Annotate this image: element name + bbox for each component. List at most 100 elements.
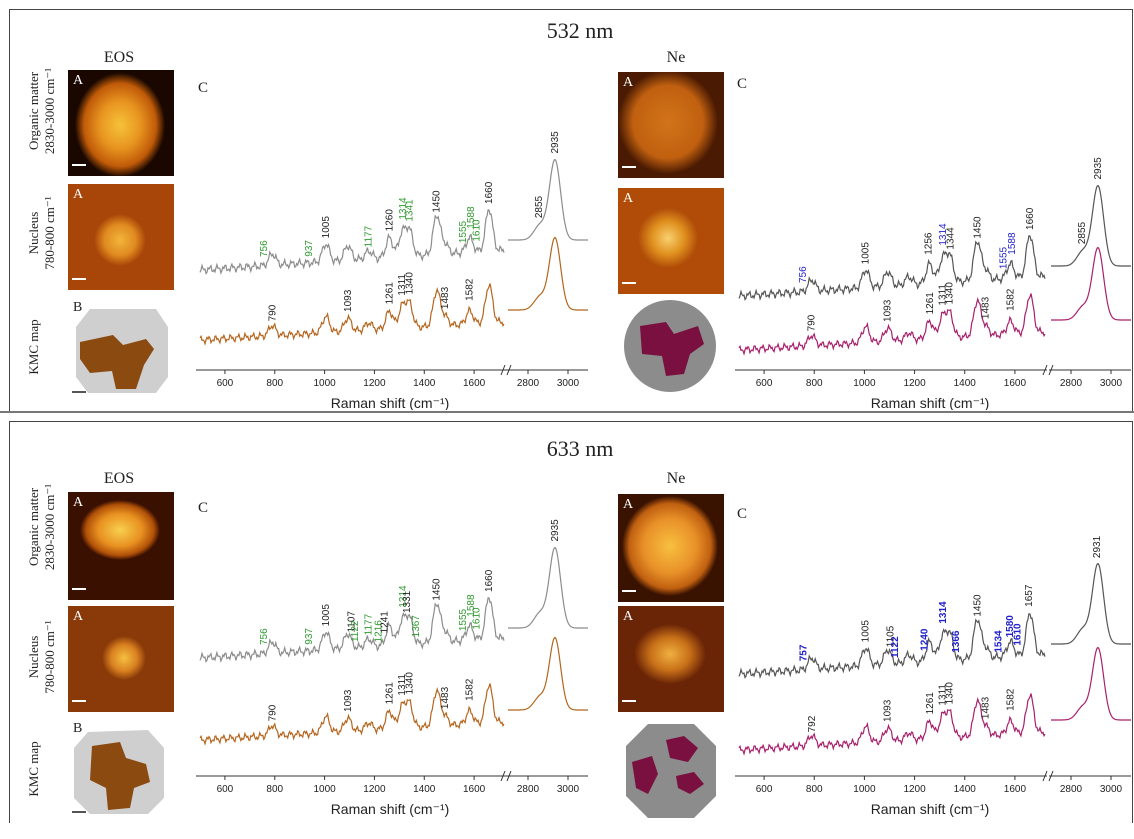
x-tick: 800 — [266, 370, 284, 389]
top-trace-right — [508, 547, 588, 629]
x-tick: 1000 — [313, 370, 336, 389]
peak-label: 1450 — [972, 594, 983, 617]
tick-label: 3000 — [1100, 784, 1123, 795]
peak-label: 1660 — [484, 569, 495, 592]
eos-title: EOS — [103, 49, 135, 66]
peak-label: 1340 — [945, 682, 956, 705]
peak-label: 1261 — [385, 682, 396, 705]
bottom-trace-left — [199, 683, 505, 746]
x-axis-label: Raman shift (cm⁻¹) — [871, 801, 990, 817]
peak-label: 1340 — [404, 672, 415, 695]
kmc-shape — [624, 300, 716, 392]
bottom-trace-right — [1051, 647, 1131, 721]
x-axis-label: Raman shift (cm⁻¹) — [871, 395, 990, 410]
x-tick: 1400 — [954, 776, 977, 795]
panel-title: 633 nm — [546, 436, 614, 461]
eos-title: EOS — [103, 470, 135, 487]
tick-label: 800 — [266, 378, 283, 389]
peak-label: 1483 — [981, 696, 992, 719]
eos-spectra-label: C — [198, 500, 209, 516]
peak-label: 1005 — [321, 216, 332, 239]
x-tick: 600 — [217, 776, 234, 795]
eos-nucleus-image: A — [68, 606, 174, 712]
peak-label: 2935 — [550, 519, 561, 542]
peak-label: 1610 — [472, 219, 483, 242]
ne-title: Ne — [666, 49, 686, 66]
panel-divider — [0, 411, 1134, 423]
x-axis — [196, 364, 588, 376]
x-tick: 600 — [217, 370, 234, 389]
eos-kmc-map: B — [68, 297, 174, 403]
peak-label: 1311 — [937, 284, 948, 306]
row-label-kmc: KMC map — [26, 319, 41, 375]
peak-label: 1450 — [432, 190, 443, 213]
x-axis — [735, 364, 1131, 376]
peak-label: 2931 — [1092, 535, 1103, 558]
x-tick: 800 — [266, 776, 284, 795]
x-tick: 800 — [806, 776, 823, 795]
ne-organic-image: A — [618, 494, 724, 602]
peak-label: 792 — [807, 715, 818, 732]
peak-label: 1256 — [924, 232, 935, 255]
peak-label: 1367 — [411, 615, 422, 638]
x-tick: 1400 — [413, 370, 436, 389]
peak-label: 1582 — [1005, 288, 1016, 311]
scale-bar — [72, 811, 86, 819]
peak-label: 1261 — [925, 292, 936, 315]
tick-label: 600 — [217, 784, 234, 795]
x-tick: 3000 — [557, 370, 580, 389]
peak-label: 1216 — [373, 620, 384, 643]
peak-label: 1311 — [397, 274, 408, 296]
x-tick: 1600 — [463, 370, 486, 389]
x-tick: 1400 — [413, 776, 436, 795]
peak-label: 1588 — [466, 206, 477, 229]
peak-label: 1483 — [981, 296, 992, 319]
x-tick: 1200 — [363, 370, 386, 389]
eos-nucleus-image: A — [68, 184, 174, 290]
peak-label: 1660 — [1025, 207, 1036, 230]
tick-label: 3000 — [557, 784, 580, 795]
peak-label: 1657 — [1024, 584, 1035, 607]
tick-label: 3000 — [1100, 378, 1123, 389]
top-trace-left — [738, 613, 1046, 680]
x-tick: 3000 — [557, 776, 580, 795]
tick-label: 1200 — [363, 784, 386, 795]
row-label-kmc: KMC map — [26, 741, 41, 797]
peak-label: 1314 — [398, 197, 409, 220]
scale-bar — [72, 700, 86, 708]
tick-label: 800 — [806, 378, 823, 389]
peak-label: 790 — [267, 704, 278, 721]
x-tick: 800 — [806, 370, 823, 389]
ne-kmc-map: B — [618, 718, 724, 823]
tick-label: 1200 — [363, 378, 386, 389]
scale-bar — [72, 588, 86, 596]
x-tick: 2800 — [517, 776, 540, 795]
top-trace-right — [1051, 563, 1131, 645]
tick-label: 1400 — [954, 784, 977, 795]
bottom-trace-left — [738, 293, 1046, 356]
peak-label: 1105 — [886, 625, 897, 647]
peak-label: 1344 — [946, 227, 957, 250]
x-tick: 1000 — [313, 776, 336, 795]
peak-label: 1122 — [890, 636, 901, 658]
peak-label: 1261 — [925, 692, 936, 715]
top-trace-left — [199, 209, 505, 276]
tick-label: 600 — [756, 378, 773, 389]
scale-bar — [72, 164, 86, 172]
peak-label: 937 — [304, 240, 315, 257]
scale-bar — [622, 390, 636, 398]
x-tick: 2800 — [1060, 370, 1083, 389]
tick-label: 1600 — [463, 378, 486, 389]
peak-label: 1005 — [861, 620, 872, 643]
peak-label: 1582 — [465, 278, 476, 301]
bottom-trace-right — [1051, 247, 1131, 321]
peak-label: 756 — [259, 628, 270, 645]
peak-label: 1340 — [404, 272, 415, 295]
peak-label: 1555 — [458, 220, 469, 243]
peak-label: 756 — [259, 240, 270, 257]
peak-label: 1177 — [364, 225, 375, 247]
x-tick: 600 — [756, 776, 773, 795]
x-tick: 3000 — [1100, 776, 1123, 795]
x-tick: 1600 — [1004, 370, 1026, 389]
peak-label: 1261 — [385, 282, 396, 305]
